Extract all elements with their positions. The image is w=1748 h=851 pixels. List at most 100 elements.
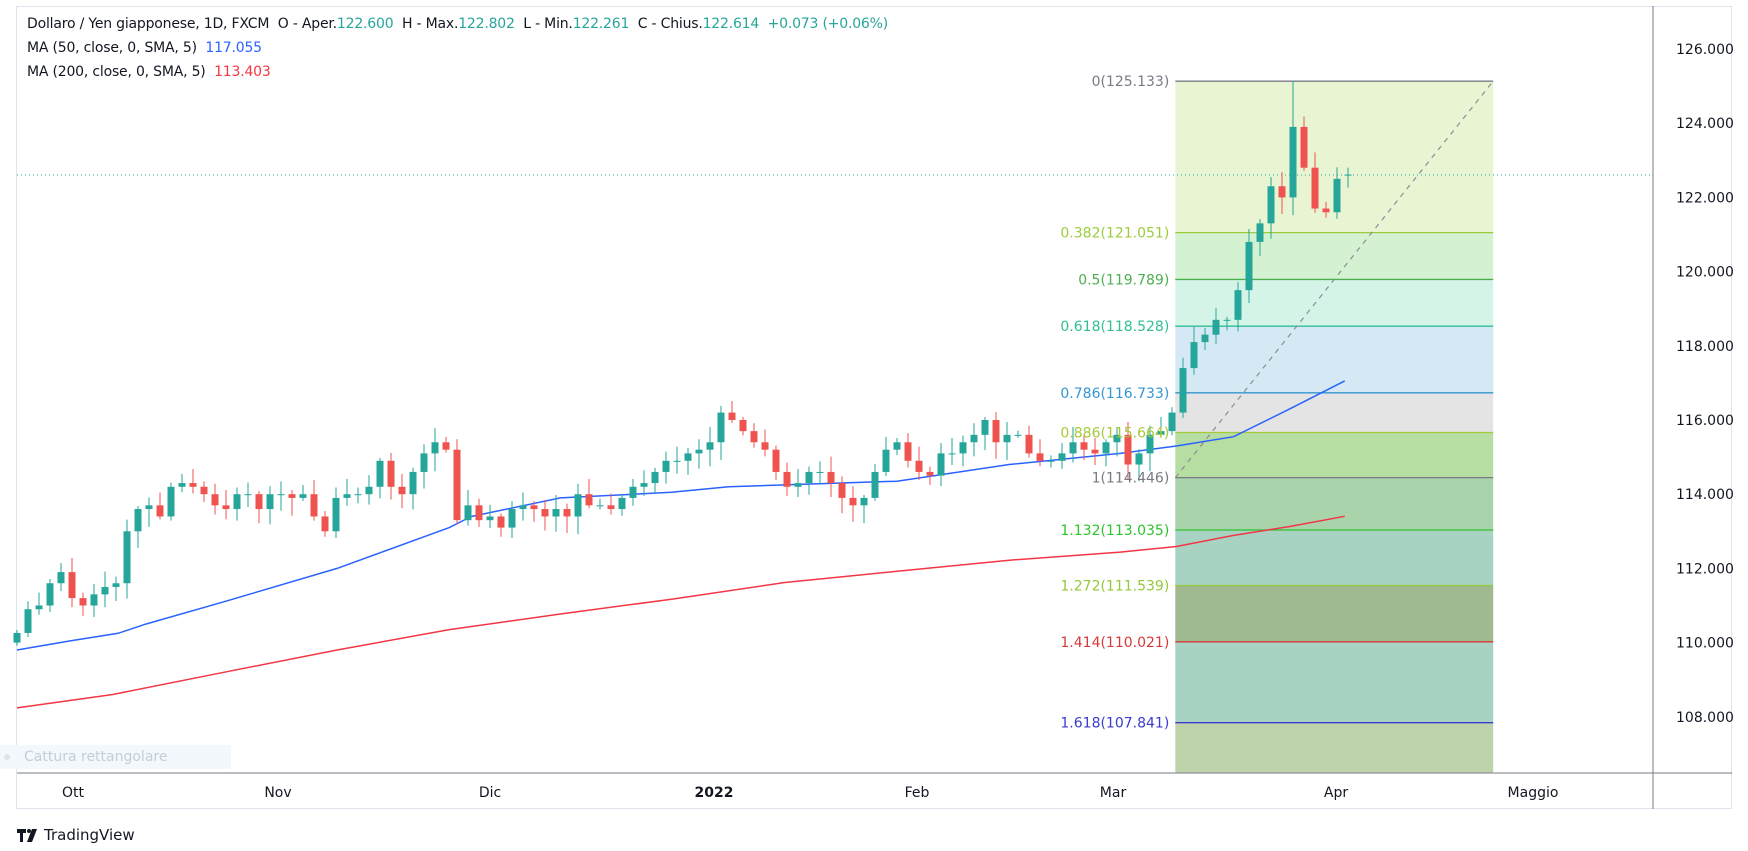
time-tick-label: Mar xyxy=(1100,785,1127,801)
fib-level-label: 0(125.133) xyxy=(1092,74,1170,90)
candle xyxy=(937,443,945,487)
ma200-legend[interactable]: MA (200, close, 0, SMA, 5) 113.403 xyxy=(27,64,271,80)
ma200-value: 113.403 xyxy=(214,64,271,80)
candle-body xyxy=(1179,368,1187,413)
candle-body xyxy=(684,453,692,461)
candle xyxy=(431,428,439,472)
candle xyxy=(508,501,516,538)
candle xyxy=(156,492,164,520)
tradingview-logo[interactable]: TradingView xyxy=(17,826,135,844)
candle xyxy=(838,476,846,514)
candle xyxy=(772,445,780,480)
candle xyxy=(1124,421,1132,480)
candle-body xyxy=(497,516,505,528)
candle-body xyxy=(1124,434,1132,465)
candle-body xyxy=(1256,223,1264,242)
fib-band xyxy=(1175,530,1494,586)
candle xyxy=(310,480,318,521)
candle-body xyxy=(1212,319,1220,335)
time-tick-label: Ott xyxy=(62,785,85,801)
candle-body xyxy=(926,471,934,476)
candle xyxy=(684,447,692,475)
candle-body xyxy=(1333,178,1341,213)
candle xyxy=(585,478,593,509)
candle-body xyxy=(189,483,197,487)
candle xyxy=(915,446,923,480)
candle xyxy=(288,489,296,516)
candle-body xyxy=(79,598,87,606)
candle-body xyxy=(387,460,395,487)
time-tick-label: Maggio xyxy=(1508,785,1559,801)
candle-body xyxy=(255,494,263,510)
candle xyxy=(1245,229,1253,304)
candle xyxy=(145,497,153,527)
fibonacci-labels: 0(125.133) 0.382(121.051) 0.5(119.789) 0.61… xyxy=(1060,74,1169,732)
high-value: 122.802 xyxy=(458,16,515,32)
time-axis[interactable]: Ott Nov Dic 2022 Feb Mar Apr Maggio xyxy=(62,785,1558,801)
candle-body xyxy=(233,494,241,510)
candle-body xyxy=(409,471,417,495)
candle xyxy=(35,592,43,615)
open-value: 122.600 xyxy=(336,16,394,32)
candle-body xyxy=(728,412,736,420)
fib-trend-line xyxy=(1174,80,1494,479)
candle xyxy=(563,503,571,534)
candle xyxy=(1322,201,1330,218)
candle-body xyxy=(1278,186,1286,198)
candle xyxy=(904,433,912,468)
candle-body xyxy=(882,449,890,472)
candle xyxy=(1300,116,1308,171)
candle-body xyxy=(563,509,571,517)
fib-band xyxy=(1175,279,1494,327)
candle-body xyxy=(695,449,703,454)
candle-body xyxy=(1157,431,1165,435)
candle-body xyxy=(981,420,989,435)
fib-level-label: 1.414(110.021) xyxy=(1060,635,1169,651)
candle xyxy=(640,470,648,496)
candle-body xyxy=(1047,460,1055,462)
change-value: +0.073 (+0.06%) xyxy=(767,16,889,32)
symbol-title[interactable]: Dollaro / Yen giapponese, 1D, FXCM xyxy=(27,16,270,32)
candle xyxy=(860,494,868,524)
candle xyxy=(123,519,131,599)
candle xyxy=(57,562,65,592)
candle-body xyxy=(585,494,593,506)
time-tick-label: Apr xyxy=(1324,785,1348,801)
candle-body xyxy=(1300,126,1308,168)
candle xyxy=(816,461,824,485)
candle-body xyxy=(1135,453,1143,465)
ma50-value: 117.055 xyxy=(205,40,262,56)
ma50-label: MA (50, close, 0, SMA, 5) xyxy=(27,40,197,56)
ma50-legend[interactable]: MA (50, close, 0, SMA, 5) 117.055 xyxy=(27,40,262,56)
candle-body xyxy=(970,434,978,443)
candle xyxy=(651,467,659,494)
candle-body xyxy=(1201,334,1209,343)
candle xyxy=(629,478,637,506)
candle-body xyxy=(101,586,109,595)
candle-body xyxy=(442,442,450,450)
candle-body xyxy=(310,494,318,517)
candle xyxy=(827,456,835,498)
candle xyxy=(464,489,472,526)
price-tick-label: 120.000 xyxy=(1676,265,1734,281)
symbol-legend: Dollaro / Yen giapponese, 1D, FXCM O - A… xyxy=(27,16,888,32)
close-label: C - Chius. xyxy=(637,16,703,32)
candle-body xyxy=(1146,434,1154,454)
price-axis[interactable]: 126.000 124.000 122.000 120.000 118.000 116.0… xyxy=(1676,42,1734,726)
candle xyxy=(354,487,362,504)
candle xyxy=(453,439,461,525)
candle xyxy=(1069,426,1077,463)
candle xyxy=(1146,425,1154,472)
candle-body xyxy=(46,583,54,606)
candle-body xyxy=(992,420,1000,443)
price-tick-label: 124.000 xyxy=(1676,116,1734,132)
candle xyxy=(959,435,967,467)
candle-body xyxy=(1223,319,1231,321)
candle xyxy=(574,483,582,535)
candle-body xyxy=(530,505,538,510)
candle-body xyxy=(662,460,670,472)
candle xyxy=(1113,426,1121,457)
open-label: O - Aper. xyxy=(277,16,337,32)
candle xyxy=(728,400,736,423)
